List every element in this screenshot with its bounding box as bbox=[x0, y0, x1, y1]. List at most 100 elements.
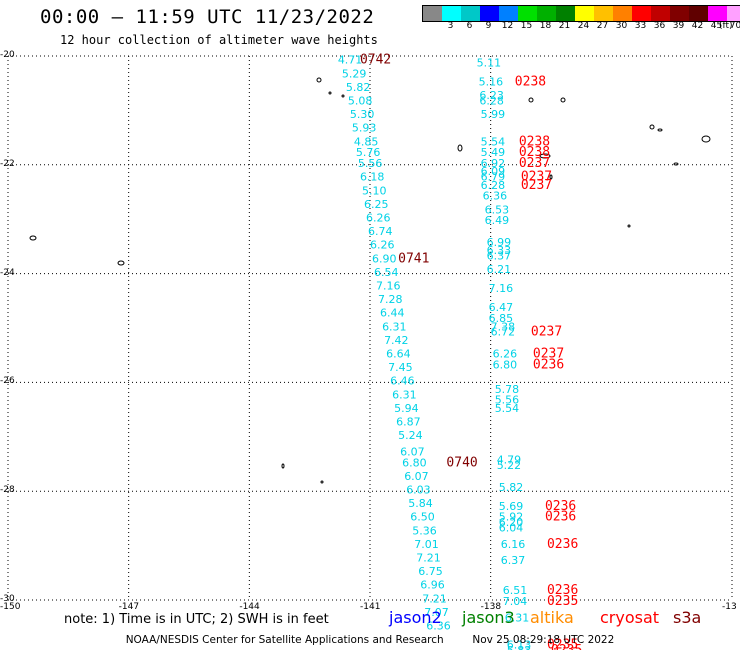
wave-height-value: 6.96 bbox=[420, 579, 445, 592]
wave-height-value: 7.16 bbox=[489, 282, 513, 295]
longitude-label: -147 bbox=[118, 602, 140, 612]
island-outline bbox=[29, 235, 37, 241]
pass-time-label: 0235 bbox=[547, 594, 578, 609]
colorbar-labels: 3 6 9 12 15 18 21 24 27 30 33 36 39 42 45 70 bbox=[422, 21, 740, 31]
wave-height-value: 7.16 bbox=[376, 279, 401, 292]
colorbar-label: 21 bbox=[558, 21, 571, 31]
wave-height-value: 7.42 bbox=[384, 334, 409, 347]
wave-height-value: 7.21 bbox=[422, 592, 447, 605]
colorbar-swatch bbox=[499, 6, 518, 21]
island-outline bbox=[528, 97, 534, 103]
colorbar-swatch bbox=[708, 6, 727, 21]
footer-note: note: 1) Time is in UTC; 2) SWH is in fe… bbox=[64, 612, 329, 627]
wave-height-value: 6.21 bbox=[487, 263, 512, 276]
island-outline bbox=[341, 94, 345, 98]
wave-height-value: 5.49 bbox=[481, 146, 506, 159]
wave-height-value: 5.10 bbox=[362, 184, 387, 197]
wave-height-value: 6.33 bbox=[487, 244, 512, 257]
wave-height-value: 5.82 bbox=[499, 481, 524, 494]
colorbar-swatch bbox=[537, 6, 556, 21]
pass-time-label: 0236 bbox=[533, 357, 564, 372]
colorbar-label: 3 bbox=[447, 21, 454, 31]
wave-height-value: 6.26 bbox=[370, 239, 395, 252]
longitude-label: -150 bbox=[0, 602, 21, 612]
colorbar-swatch bbox=[670, 6, 689, 21]
colorbar-swatch bbox=[480, 6, 499, 21]
colorbar-swatch bbox=[689, 6, 708, 21]
wave-height-value: 5.99 bbox=[481, 108, 506, 121]
pass-time-label: 0235 bbox=[551, 643, 582, 650]
wave-height-value: 6.20 bbox=[499, 516, 524, 529]
colorbar-swatch bbox=[556, 6, 575, 21]
colorbar-swatch bbox=[423, 6, 442, 21]
wave-height-value: 4.85 bbox=[354, 135, 379, 148]
island-outline bbox=[328, 91, 332, 95]
satellite-legend-jason3: jason3 bbox=[462, 608, 515, 627]
wave-height-value: 4.71 bbox=[338, 54, 363, 67]
wave-height-value: 6.23 bbox=[479, 89, 504, 102]
wave-height-value: 6.47 bbox=[489, 301, 513, 314]
wave-height-value: 6.28 bbox=[479, 95, 504, 108]
colorbar-label: 42 bbox=[691, 21, 704, 31]
wave-height-value: 6.99 bbox=[487, 236, 512, 249]
wave-height-value: 6.18 bbox=[360, 171, 385, 184]
wave-height-value: 6.44 bbox=[380, 307, 405, 320]
latitude-label: -20 bbox=[0, 50, 15, 60]
pass-time-label: 0238 bbox=[515, 74, 546, 89]
colorbar-label: 24 bbox=[577, 21, 590, 31]
island-outline bbox=[657, 128, 663, 132]
wave-height-value: 6.37 bbox=[487, 250, 512, 263]
island-outline bbox=[457, 144, 463, 152]
wave-height-value: 6.26 bbox=[493, 347, 517, 360]
map-title: 00:00 – 11:59 UTC 11/23/2022 bbox=[40, 6, 375, 28]
wave-height-value: 6.36 bbox=[426, 619, 451, 632]
colorbar-swatch bbox=[632, 6, 651, 21]
colorbar-label: 33 bbox=[634, 21, 647, 31]
wave-height-value: 6.31 bbox=[392, 388, 417, 401]
pass-time-label: 0236 bbox=[547, 583, 578, 598]
wave-height-value: 6.87 bbox=[396, 415, 421, 428]
wave-height-value: 7.01 bbox=[414, 538, 439, 551]
wave-height-value: 6.51 bbox=[503, 584, 528, 597]
wave-height-colorbar bbox=[422, 5, 740, 22]
colorbar-label: 6 bbox=[466, 21, 473, 31]
wave-height-value: 5.78 bbox=[495, 383, 520, 396]
colorbar-swatch bbox=[594, 6, 613, 21]
wave-height-value: 6.31 bbox=[505, 611, 530, 624]
satellite-legend-cryosat: cryosat bbox=[600, 608, 660, 627]
wave-height-value: 5.92 bbox=[499, 511, 524, 524]
wave-height-value: 6.25 bbox=[364, 198, 389, 211]
pass-time-label: 0236 bbox=[547, 537, 578, 552]
wave-height-value: 6.07 bbox=[404, 470, 429, 483]
colorbar-unit: (ft) bbox=[719, 21, 733, 31]
island-outline bbox=[539, 153, 551, 159]
wave-height-value: 6.16 bbox=[501, 538, 526, 551]
time-labels-layer: 0742074107400238023802380237023702370237… bbox=[360, 53, 582, 650]
latitude-label: -30 bbox=[0, 594, 15, 604]
latitude-label: -24 bbox=[0, 267, 15, 278]
wave-height-value: 5.56 bbox=[495, 394, 520, 407]
latitude-label: -28 bbox=[0, 485, 15, 496]
wave-height-value: 6.53 bbox=[485, 203, 510, 216]
colorbar-label: 12 bbox=[501, 21, 514, 31]
footer-credit: NOAA/NESDIS Center for Satellite Applica… bbox=[0, 634, 740, 646]
island-outline bbox=[117, 260, 125, 266]
wave-height-value: 6.90 bbox=[372, 252, 397, 265]
wave-height-value: 7.28 bbox=[378, 293, 403, 306]
pass-time-label: 0237 bbox=[519, 156, 550, 171]
pass-time-label: 0235 bbox=[547, 638, 578, 650]
observations-layer: 4.715.295.825.085.305.934.855.765.566.18… bbox=[338, 54, 531, 650]
islands-layer bbox=[29, 77, 711, 484]
wave-height-value: 6.13 bbox=[507, 639, 532, 650]
wave-height-value: 5.94 bbox=[394, 402, 419, 415]
colorbar-swatch bbox=[651, 6, 670, 21]
wave-height-value: 6.26 bbox=[366, 211, 391, 224]
wave-height-value: 4.79 bbox=[497, 454, 522, 467]
wave-height-value: 7.07 bbox=[424, 606, 449, 619]
wave-height-value: 5.11 bbox=[477, 56, 502, 69]
wave-height-value: 6.75 bbox=[418, 565, 443, 578]
wave-height-value: 5.24 bbox=[398, 429, 423, 442]
latitude-label: -22 bbox=[0, 158, 15, 169]
colorbar-label: 30 bbox=[615, 21, 628, 31]
wave-height-value: 5.84 bbox=[408, 497, 433, 510]
